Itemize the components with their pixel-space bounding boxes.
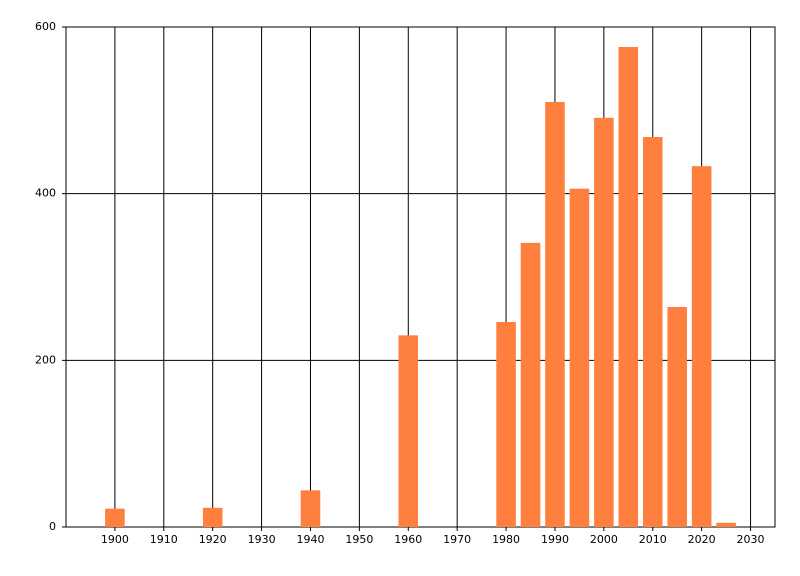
x-tick-label: 1910 xyxy=(150,533,178,546)
x-tick-label: 2020 xyxy=(688,533,716,546)
x-tick-label: 1980 xyxy=(492,533,520,546)
bar xyxy=(618,47,639,527)
x-tick-label: 1900 xyxy=(101,533,129,546)
x-tick-label: 1960 xyxy=(394,533,422,546)
x-tick-label: 1990 xyxy=(541,533,569,546)
bar xyxy=(496,322,516,527)
bar xyxy=(545,102,565,527)
y-tick-label: 400 xyxy=(35,187,56,200)
y-tick-label: 200 xyxy=(35,353,56,366)
x-tick-label: 1950 xyxy=(345,533,373,546)
x-tick-label: 1970 xyxy=(443,533,471,546)
x-tick-label: 1920 xyxy=(199,533,227,546)
x-tick-label: 2000 xyxy=(590,533,618,546)
bar xyxy=(667,307,687,527)
bar xyxy=(569,188,590,527)
x-tick-label: 1930 xyxy=(248,533,276,546)
bar xyxy=(594,117,614,527)
bar xyxy=(691,166,712,527)
bar xyxy=(202,507,223,527)
bar xyxy=(642,137,663,527)
bar xyxy=(716,522,736,527)
y-tick-label: 600 xyxy=(35,20,56,33)
x-tick-label: 1940 xyxy=(296,533,324,546)
bar xyxy=(520,242,541,528)
x-tick-label: 2030 xyxy=(737,533,765,546)
bar xyxy=(300,490,321,527)
bar xyxy=(105,508,125,527)
x-tick-label: 2010 xyxy=(639,533,667,546)
bar xyxy=(398,335,419,527)
y-tick-label: 0 xyxy=(49,520,56,533)
